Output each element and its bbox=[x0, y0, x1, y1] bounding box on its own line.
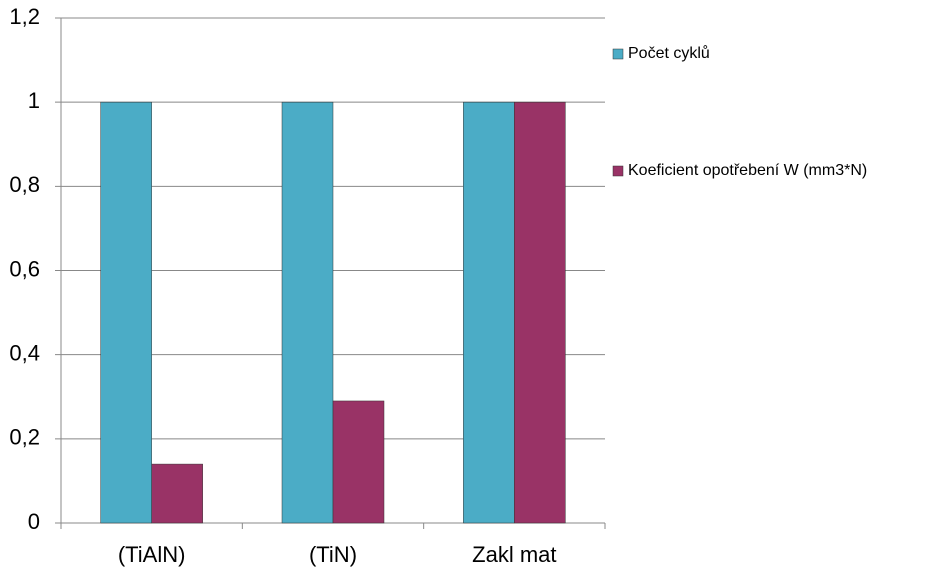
legend-swatch bbox=[612, 48, 624, 60]
x-tick-label: (TiAlN) bbox=[118, 542, 186, 567]
bar bbox=[332, 400, 385, 524]
x-tick-label: Zakl mat bbox=[472, 542, 556, 567]
legend-swatch bbox=[612, 165, 624, 177]
bar bbox=[100, 101, 152, 524]
y-tick-label: 0,4 bbox=[9, 340, 40, 365]
bar bbox=[463, 101, 515, 524]
y-tick-label: 0,2 bbox=[9, 425, 40, 450]
y-tick-label: 0 bbox=[28, 509, 40, 534]
legend-label: Koeficient opotřebení W (mm3*N) bbox=[628, 162, 867, 179]
y-tick-label: 1,2 bbox=[9, 4, 40, 29]
y-tick-label: 0,8 bbox=[9, 172, 40, 197]
bar bbox=[514, 101, 566, 524]
y-tick-label: 1 bbox=[28, 88, 40, 113]
x-tick-label: (TiN) bbox=[309, 542, 357, 567]
bar bbox=[151, 463, 203, 524]
y-tick-label: 0,6 bbox=[9, 256, 40, 281]
legend-label: Počet cyklů bbox=[628, 44, 710, 62]
bar bbox=[281, 101, 334, 524]
